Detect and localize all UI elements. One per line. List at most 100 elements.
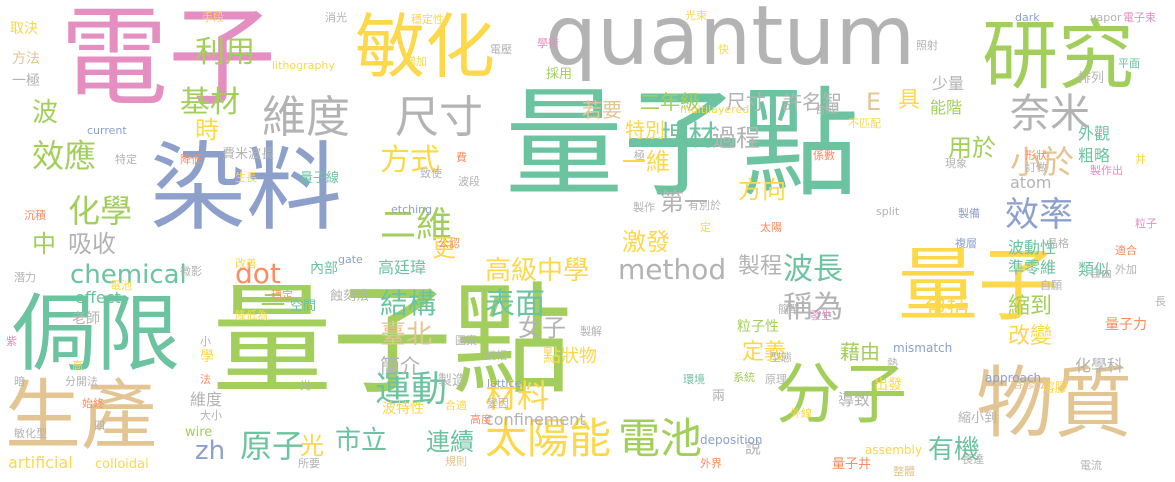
- word: 效應: [32, 137, 97, 175]
- word: 定義: [742, 340, 787, 365]
- word: 市立: [335, 426, 388, 456]
- word: 電子: [60, 0, 277, 121]
- word: 改變: [1008, 324, 1053, 349]
- word: 適合: [1115, 244, 1137, 257]
- word: colloidal: [95, 457, 149, 472]
- word: 溶膠: [1042, 381, 1069, 396]
- word: 形狀: [1025, 149, 1047, 162]
- word: 型態: [770, 351, 792, 364]
- word: 系統: [733, 371, 755, 384]
- word: 手段: [202, 11, 224, 24]
- word: 潛力: [14, 271, 36, 284]
- word: 許名智: [782, 90, 842, 114]
- word: 波長: [783, 252, 843, 287]
- word: split: [876, 205, 900, 218]
- word: 表面: [485, 287, 545, 322]
- word: 太陽能: [485, 414, 612, 463]
- word: 電池: [618, 414, 703, 463]
- word: 量子井: [832, 457, 872, 472]
- word: 製程: [738, 254, 783, 279]
- word: 製解: [580, 325, 602, 338]
- word: 方向: [738, 176, 786, 204]
- word: 穩定性: [411, 13, 444, 26]
- word: 學: [200, 349, 214, 365]
- word: 電子束: [1123, 11, 1156, 24]
- word: 蝕刻法: [330, 289, 370, 304]
- word: 量子點: [212, 272, 572, 411]
- word: 染料: [150, 132, 342, 244]
- word: 長達: [962, 453, 984, 466]
- word: method: [618, 253, 727, 286]
- word: effect: [75, 288, 121, 307]
- word: 光: [300, 432, 324, 460]
- word: 敏化型: [14, 427, 47, 440]
- word: 合成: [815, 103, 837, 116]
- word: 量子力: [1105, 317, 1147, 333]
- word: 製造: [438, 373, 466, 389]
- word: gate: [338, 253, 363, 266]
- word: 四: [94, 419, 105, 432]
- word: 環境: [683, 373, 705, 386]
- word: 量子線: [300, 171, 340, 186]
- word: 穩定: [271, 289, 293, 302]
- word: 波段: [458, 175, 480, 188]
- word: 電流: [1080, 459, 1102, 472]
- word: 照射: [916, 39, 938, 52]
- word: confinement: [485, 410, 586, 429]
- word: 光束: [685, 9, 707, 22]
- word: 高: [72, 359, 83, 372]
- word: 具: [898, 88, 921, 113]
- word: 波動性: [1008, 238, 1057, 257]
- word: deposition: [700, 433, 763, 447]
- word: 包括: [925, 296, 970, 321]
- word: 吸收: [68, 230, 116, 258]
- word: 高級中學: [485, 256, 590, 286]
- word: 自願: [1040, 279, 1062, 292]
- word: 導致: [838, 390, 871, 409]
- word: 特定: [115, 153, 137, 166]
- word: 費米波長: [222, 147, 275, 162]
- word: 製作: [633, 201, 655, 214]
- word: 原理: [765, 373, 787, 386]
- word: 量子點: [505, 75, 860, 213]
- word: 整體: [893, 465, 915, 478]
- word: dot: [235, 257, 281, 290]
- word: 費: [456, 151, 467, 164]
- word: 簡介: [380, 354, 420, 378]
- word: 尺寸: [395, 92, 483, 143]
- word: 研究: [982, 11, 1134, 100]
- word: 法: [200, 373, 211, 386]
- word: 取決: [10, 21, 38, 37]
- word: 維度: [190, 390, 223, 409]
- word: 中: [32, 230, 56, 258]
- word: 降低為: [235, 309, 268, 322]
- word: 製備: [958, 207, 980, 220]
- word: 縮小到: [958, 411, 998, 426]
- word: 井: [1135, 153, 1146, 166]
- word: 尺寸: [726, 90, 766, 114]
- word: 量子: [898, 239, 1058, 332]
- word: 長: [1155, 295, 1166, 308]
- word: 太陽: [760, 221, 782, 234]
- word: 晶格: [1047, 237, 1069, 250]
- word: 學術: [537, 37, 559, 50]
- word: 致使: [420, 167, 442, 180]
- word: 三: [260, 282, 287, 312]
- word: lithography: [272, 59, 335, 72]
- word: 微影: [180, 265, 202, 278]
- word: 利用: [195, 35, 255, 70]
- word: 合適: [445, 399, 467, 412]
- word: 粒子: [1135, 217, 1157, 230]
- word: atom: [1010, 173, 1052, 192]
- word: current: [87, 124, 127, 137]
- word: 電池: [110, 279, 132, 292]
- word: 高度: [470, 413, 492, 426]
- word: 簡單: [778, 303, 800, 316]
- word: 維度: [262, 92, 350, 143]
- word: 方式: [380, 143, 440, 178]
- word: 溶膠法: [1010, 377, 1050, 392]
- word: 排列: [1078, 71, 1105, 86]
- word: 塊材: [660, 119, 717, 152]
- word: 粒子性: [737, 319, 779, 335]
